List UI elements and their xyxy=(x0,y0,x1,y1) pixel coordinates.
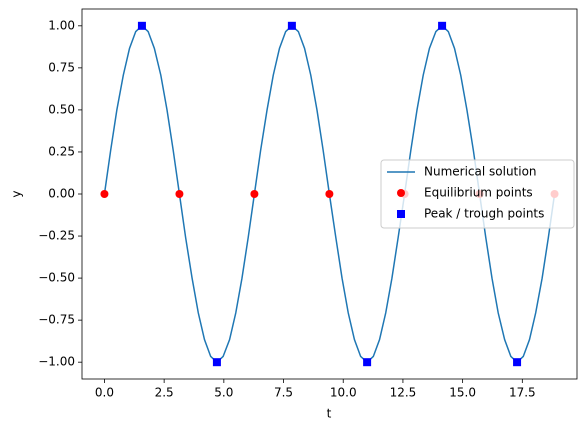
y-tick-label: −0.50 xyxy=(38,271,75,285)
point xyxy=(513,358,522,367)
y-tick-label: −0.75 xyxy=(38,313,75,327)
point xyxy=(137,21,146,30)
y-tick-label: −1.00 xyxy=(38,355,75,369)
legend-swatch xyxy=(397,210,405,218)
point xyxy=(363,358,372,367)
x-tick-label: 7.5 xyxy=(274,386,293,400)
y-tick-label: 0.25 xyxy=(48,144,75,158)
y-tick-label: −0.25 xyxy=(38,229,75,243)
x-tick-label: 17.5 xyxy=(509,386,536,400)
x-tick-label: 5.0 xyxy=(214,386,233,400)
point xyxy=(100,190,109,198)
x-tick-label: 12.5 xyxy=(390,386,417,400)
x-tick-label: 2.5 xyxy=(155,386,174,400)
legend-label: Numerical solution xyxy=(424,165,537,179)
legend-swatch xyxy=(397,189,405,197)
y-tick-label: 0.00 xyxy=(48,187,75,201)
y-axis-label: y xyxy=(10,190,24,197)
plot-frame xyxy=(81,8,578,380)
point xyxy=(212,358,221,367)
legend-label: Equilibrium points xyxy=(424,186,533,200)
y-tick-label: 0.75 xyxy=(48,60,75,74)
y-tick-label: 1.00 xyxy=(48,18,75,32)
x-axis-label: t xyxy=(327,407,332,421)
y-tick-label: 0.50 xyxy=(48,102,75,116)
legend-label: Peak / trough points xyxy=(424,207,544,221)
x-tick-label: 15.0 xyxy=(449,386,476,400)
legend: Numerical solution Equilibrium points Peak… xyxy=(380,159,575,229)
point xyxy=(325,190,334,198)
legend-box xyxy=(380,159,575,229)
point xyxy=(438,21,447,30)
point xyxy=(175,190,184,198)
x-tick-label: 10.0 xyxy=(330,386,357,400)
x-tick-label: 0.0 xyxy=(95,386,114,400)
point xyxy=(250,190,259,198)
point xyxy=(287,21,296,30)
